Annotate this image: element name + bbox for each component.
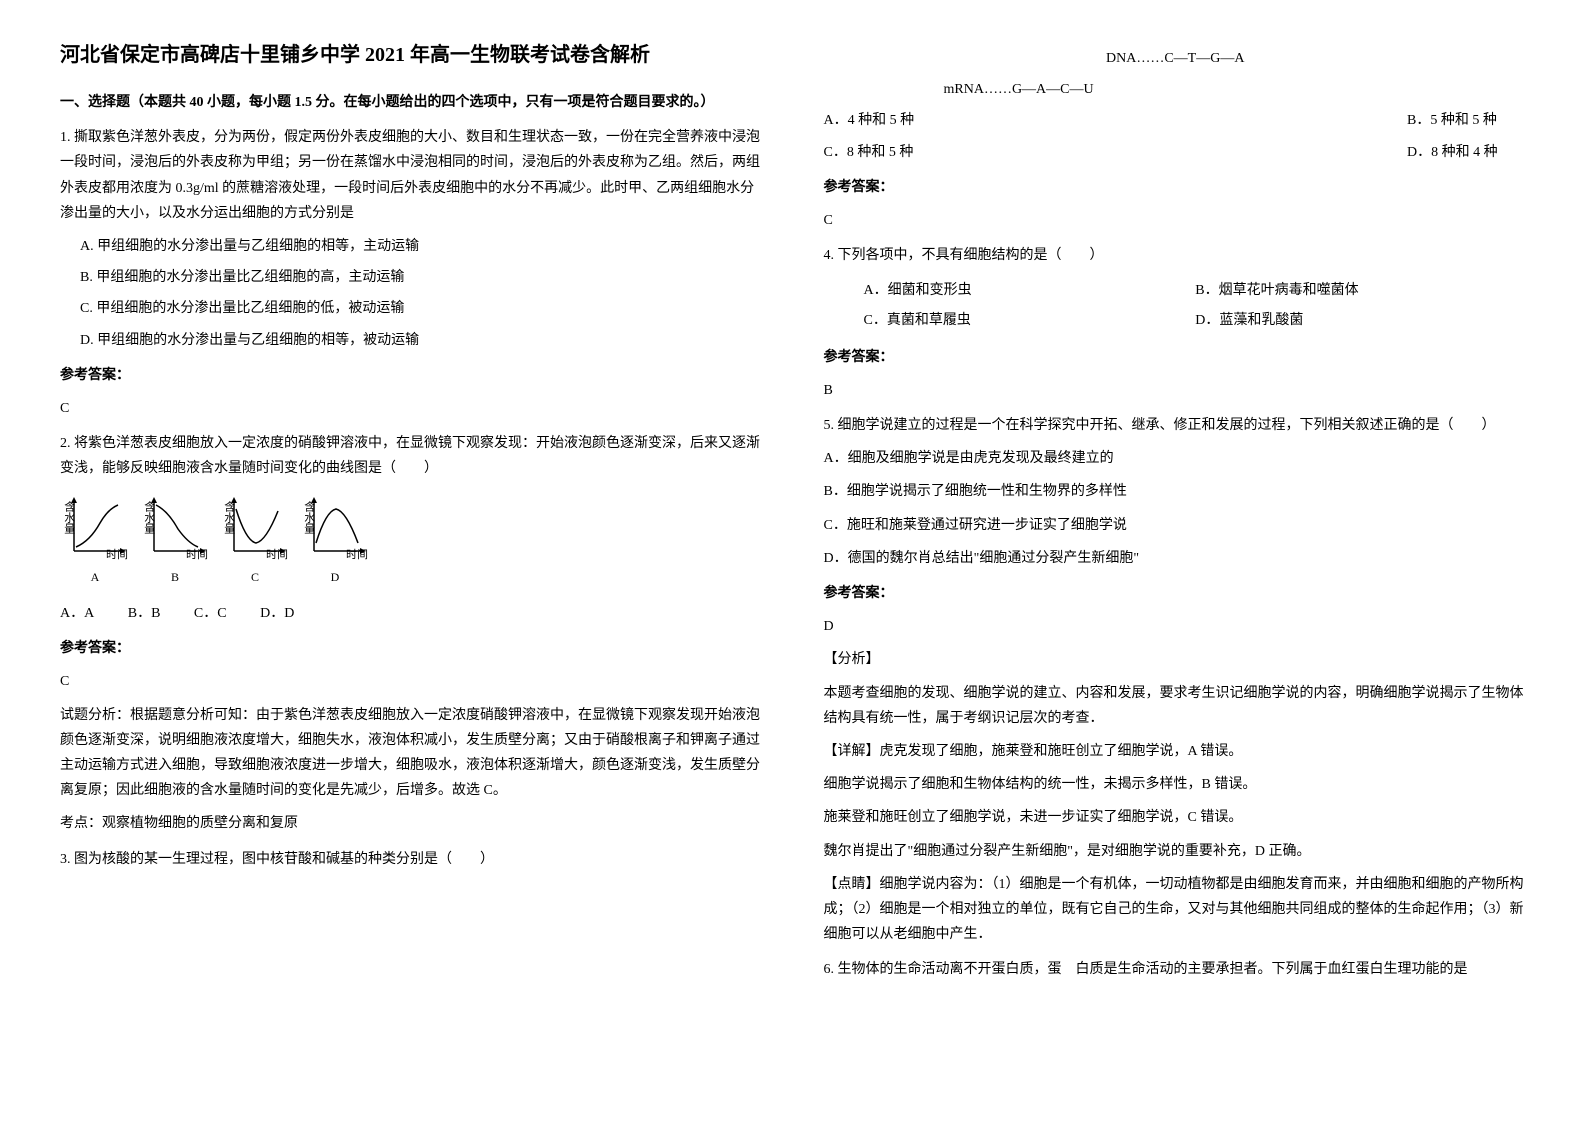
q5-option-c: C．施旺和施莱登通过研究进一步证实了细胞学说	[824, 513, 1528, 538]
q5-analysis-heading: 【分析】	[824, 647, 1528, 672]
q3-option-d: D．8 种和 4 种	[1407, 140, 1527, 165]
q5-text: 5. 细胞学说建立的过程是一个在科学探究中开拓、继承、修正和发展的过程，下列相关…	[824, 413, 1528, 438]
section-1-header: 一、选择题（本题共 40 小题，每小题 1.5 分。在每小题给出的四个选项中，只…	[60, 90, 764, 115]
q2-chart-row: 含水量 时间 A 含水量	[60, 493, 764, 589]
q4-option-b: B．烟草花叶病毒和噬菌体	[1195, 276, 1527, 305]
chart-a-ylabel: 含水量	[58, 501, 78, 534]
q4-answer: B	[824, 378, 1528, 403]
q2-option-c: C．C	[194, 606, 227, 621]
q6-text: 6. 生物体的生命活动离不开蛋白质，蛋 白质是生命活动的主要承担者。下列属于血红…	[824, 957, 1528, 982]
q4-option-a: A．细菌和变形虫	[864, 276, 1196, 305]
chart-c-label: C	[220, 567, 290, 589]
chart-c-xlabel: 时间	[266, 546, 288, 566]
q3-text: 3. 图为核酸的某一生理过程，图中核苷酸和碱基的种类分别是（ ）	[60, 847, 764, 872]
q3-answer: C	[824, 208, 1528, 233]
chart-d-label: D	[300, 567, 370, 589]
q2-answer: C	[60, 669, 764, 694]
q5-answer-label: 参考答案：	[824, 581, 1528, 606]
q4-text: 4. 下列各项中，不具有细胞结构的是（ ）	[824, 243, 1528, 268]
q4-option-c: C．真菌和草履虫	[864, 306, 1196, 335]
q1-option-d: D. 甲组细胞的水分渗出量与乙组细胞的相等，被动运输	[80, 328, 764, 353]
q3-row-cd: C．8 种和 5 种 D．8 种和 4 种	[824, 140, 1528, 165]
q2-options: A．A B．B C．C D．D	[60, 601, 764, 626]
q5-detail-2: 细胞学说揭示了细胞和生物体结构的统一性，未揭示多样性，B 错误。	[824, 772, 1528, 797]
chart-a-label: A	[60, 567, 130, 589]
q2-answer-label: 参考答案：	[60, 636, 764, 661]
chart-d-xlabel: 时间	[346, 546, 368, 566]
chart-c-ylabel: 含水量	[218, 501, 238, 534]
q5-detail-3: 施莱登和施旺创立了细胞学说，未进一步证实了细胞学说，C 错误。	[824, 805, 1528, 830]
q2-option-b: B．B	[128, 606, 161, 621]
q2-option-a: A．A	[60, 606, 94, 621]
right-column: DNA……C—T—G—A mRNA……G—A—C—U A．4 种和 5 种 B．…	[824, 40, 1528, 992]
q5-option-a: A．细胞及细胞学说是由虎克发现及最终建立的	[824, 446, 1528, 471]
q3-option-a: A．4 种和 5 种	[824, 108, 1408, 133]
dna-line-1: DNA……C—T—G—A	[824, 46, 1528, 71]
q3-option-c: C．8 种和 5 种	[824, 140, 1408, 165]
chart-b-ylabel: 含水量	[138, 501, 158, 534]
q4-option-d: D．蓝藻和乳酸菌	[1195, 306, 1527, 335]
question-6: 6. 生物体的生命活动离不开蛋白质，蛋 白质是生命活动的主要承担者。下列属于血红…	[824, 957, 1528, 982]
chart-c: 含水量 时间	[220, 493, 290, 563]
exam-title: 河北省保定市高碑店十里铺乡中学 2021 年高一生物联考试卷含解析	[60, 40, 764, 70]
question-1: 1. 撕取紫色洋葱外表皮，分为两份，假定两份外表皮细胞的大小、数目和生理状态一致…	[60, 125, 764, 421]
q1-text: 1. 撕取紫色洋葱外表皮，分为两份，假定两份外表皮细胞的大小、数目和生理状态一致…	[60, 125, 764, 226]
chart-a-xlabel: 时间	[106, 546, 128, 566]
q2-text: 2. 将紫色洋葱表皮细胞放入一定浓度的硝酸钾溶液中，在显微镜下观察发现：开始液泡…	[60, 431, 764, 481]
chart-d-ylabel: 含水量	[298, 501, 318, 534]
q2-exam-point: 考点：观察植物细胞的质壁分离和复原	[60, 811, 764, 836]
q2-option-d: D．D	[260, 606, 294, 621]
q3-answer-label: 参考答案：	[824, 175, 1528, 200]
question-3: 3. 图为核酸的某一生理过程，图中核苷酸和碱基的种类分别是（ ）	[60, 847, 764, 872]
q1-answer-label: 参考答案：	[60, 363, 764, 388]
chart-b-wrapper: 含水量 时间 B	[140, 493, 210, 589]
question-4: 4. 下列各项中，不具有细胞结构的是（ ） A．细菌和变形虫 B．烟草花叶病毒和…	[824, 243, 1528, 403]
chart-d-wrapper: 含水量 时间 D	[300, 493, 370, 589]
q5-analysis-1: 本题考查细胞的发现、细胞学说的建立、内容和发展，要求考生识记细胞学说的内容，明确…	[824, 681, 1528, 731]
q5-detail-4: 魏尔肖提出了"细胞通过分裂产生新细胞"，是对细胞学说的重要补充，D 正确。	[824, 839, 1528, 864]
chart-a: 含水量 时间	[60, 493, 130, 563]
q5-detail-heading: 【详解】虎克发现了细胞，施莱登和施旺创立了细胞学说，A 错误。	[824, 739, 1528, 764]
chart-b-xlabel: 时间	[186, 546, 208, 566]
q1-answer: C	[60, 396, 764, 421]
question-5: 5. 细胞学说建立的过程是一个在科学探究中开拓、继承、修正和发展的过程，下列相关…	[824, 413, 1528, 947]
chart-c-wrapper: 含水量 时间 C	[220, 493, 290, 589]
page-container: 河北省保定市高碑店十里铺乡中学 2021 年高一生物联考试卷含解析 一、选择题（…	[60, 40, 1527, 992]
q5-option-d: D．德国的魏尔肖总结出"细胞通过分裂产生新细胞"	[824, 546, 1528, 571]
left-column: 河北省保定市高碑店十里铺乡中学 2021 年高一生物联考试卷含解析 一、选择题（…	[60, 40, 764, 992]
q1-option-a: A. 甲组细胞的水分渗出量与乙组细胞的相等，主动运输	[80, 234, 764, 259]
chart-d: 含水量 时间	[300, 493, 370, 563]
q1-option-c: C. 甲组细胞的水分渗出量比乙组细胞的低，被动运输	[80, 296, 764, 321]
dna-line-2: mRNA……G—A—C—U	[824, 77, 1528, 102]
chart-b: 含水量 时间	[140, 493, 210, 563]
chart-b-label: B	[140, 567, 210, 589]
q4-options: A．细菌和变形虫 B．烟草花叶病毒和噬菌体 C．真菌和草履虫 D．蓝藻和乳酸菌	[824, 276, 1528, 334]
q1-option-b: B. 甲组细胞的水分渗出量比乙组细胞的高，主动运输	[80, 265, 764, 290]
chart-a-wrapper: 含水量 时间 A	[60, 493, 130, 589]
q3-option-b: B．5 种和 5 种	[1407, 108, 1527, 133]
q2-analysis: 试题分析：根据题意分析可知：由于紫色洋葱表皮细胞放入一定浓度硝酸钾溶液中，在显微…	[60, 703, 764, 804]
q5-point: 【点睛】细胞学说内容为：（1）细胞是一个有机体，一切动植物都是由细胞发育而来，并…	[824, 872, 1528, 948]
question-2: 2. 将紫色洋葱表皮细胞放入一定浓度的硝酸钾溶液中，在显微镜下观察发现：开始液泡…	[60, 431, 764, 836]
q5-option-b: B．细胞学说揭示了细胞统一性和生物界的多样性	[824, 479, 1528, 504]
q3-row-ab: A．4 种和 5 种 B．5 种和 5 种	[824, 108, 1528, 133]
q5-answer: D	[824, 614, 1528, 639]
q4-answer-label: 参考答案：	[824, 345, 1528, 370]
